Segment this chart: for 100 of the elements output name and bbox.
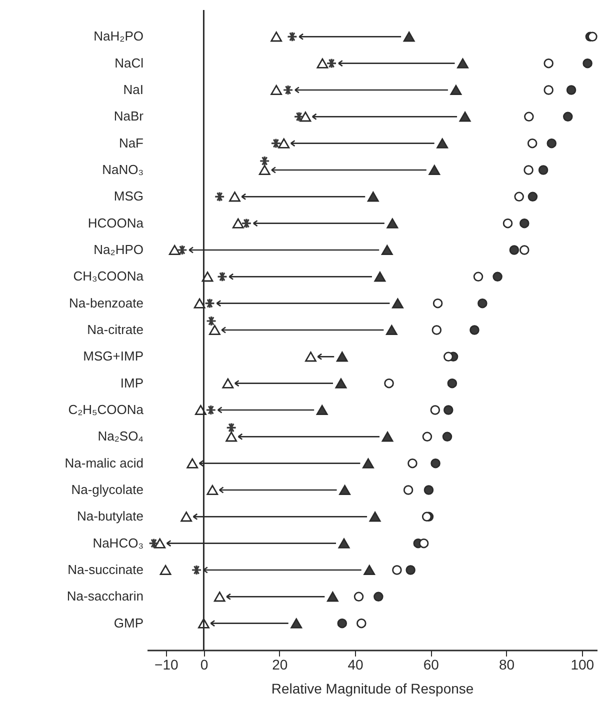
point — [154, 538, 166, 548]
point — [326, 592, 338, 602]
point — [544, 58, 554, 68]
point — [436, 138, 448, 148]
point — [470, 325, 480, 335]
point — [473, 272, 484, 282]
x-tick-label: 40 — [348, 656, 364, 672]
point — [337, 618, 348, 628]
y-tick-label: Na-malic acid — [64, 455, 144, 470]
point — [354, 592, 364, 602]
x-axis-title: Relative Magnitude of Response — [271, 680, 474, 696]
y-tick-label: CH₃COONa — [73, 268, 144, 284]
point — [316, 404, 328, 416]
point — [168, 244, 180, 256]
point — [450, 84, 462, 96]
y-tick-label: NaCl — [114, 55, 144, 70]
point — [226, 432, 238, 442]
y-tick-label: Na-butylate — [77, 508, 144, 524]
point — [180, 512, 192, 522]
y-tick-label: Na-citrate — [87, 322, 144, 337]
y-tick-label: MSG — [114, 188, 144, 204]
point — [432, 325, 442, 335]
point — [191, 564, 202, 576]
x-tick-label: 20 — [272, 656, 288, 672]
y-tick-label: C₂H₅COONa — [68, 402, 144, 417]
y-tick-label: Na-benzoate — [69, 295, 144, 310]
point — [457, 58, 468, 68]
point — [367, 192, 379, 202]
point — [270, 32, 282, 42]
point — [290, 618, 302, 628]
point — [447, 378, 458, 388]
point — [270, 84, 282, 96]
point — [202, 272, 214, 282]
point — [478, 298, 488, 308]
point — [356, 618, 366, 628]
point — [403, 485, 414, 495]
point — [214, 191, 225, 202]
y-tick-label: Na₂SO₄ — [98, 428, 144, 444]
point — [408, 458, 418, 468]
point — [300, 112, 312, 122]
point — [566, 85, 576, 95]
point — [326, 58, 337, 69]
point — [428, 164, 440, 176]
x-tick-label: 0 — [200, 656, 208, 672]
point — [432, 298, 443, 308]
point — [403, 32, 415, 42]
point — [208, 324, 220, 336]
point — [527, 138, 538, 148]
point — [204, 298, 216, 309]
x-tick-label: −10 — [154, 656, 178, 672]
point — [528, 192, 538, 202]
point — [514, 192, 524, 202]
point — [430, 458, 440, 468]
point — [282, 84, 294, 96]
point — [194, 404, 206, 416]
y-tick-label: HCOONa — [88, 215, 144, 230]
point — [206, 404, 216, 416]
point — [364, 564, 376, 576]
point — [384, 378, 394, 388]
point — [392, 565, 402, 575]
point — [241, 218, 252, 229]
point — [502, 218, 513, 228]
x-tick-label: 100 — [570, 656, 594, 672]
y-tick-label: Na-saccharin — [66, 588, 144, 604]
point — [520, 218, 530, 228]
point — [546, 138, 557, 148]
y-tick-label: NaNO₃ — [102, 162, 144, 177]
y-tick-label: NaI — [123, 82, 144, 97]
y-tick-label: NaH₂PO — [94, 28, 144, 44]
point — [444, 352, 454, 362]
point — [216, 271, 228, 282]
point — [424, 485, 434, 495]
point — [524, 165, 534, 175]
y-tick-label: Na-glycolate — [71, 482, 144, 497]
point — [582, 58, 592, 68]
point — [336, 352, 348, 362]
point — [422, 432, 432, 442]
y-tick-label: NaF — [118, 135, 144, 150]
y-tick-label: NaHCO₃ — [92, 535, 144, 550]
point — [492, 272, 502, 282]
point — [563, 112, 573, 122]
point — [229, 192, 240, 202]
point — [418, 538, 429, 548]
y-tick-label: NaBr — [114, 108, 144, 124]
point — [430, 405, 440, 415]
y-tick-label: MSG+IMP — [83, 348, 144, 364]
point — [222, 378, 234, 388]
point — [369, 512, 381, 522]
point — [270, 138, 282, 149]
point — [206, 484, 218, 496]
point — [520, 245, 530, 255]
point — [524, 112, 534, 122]
point — [160, 564, 172, 576]
point — [362, 458, 374, 468]
point — [305, 352, 316, 362]
y-tick-label: IMP — [120, 375, 144, 390]
point — [392, 298, 404, 308]
y-tick-label: GMP — [114, 615, 144, 630]
point — [148, 538, 160, 549]
point — [338, 538, 350, 548]
